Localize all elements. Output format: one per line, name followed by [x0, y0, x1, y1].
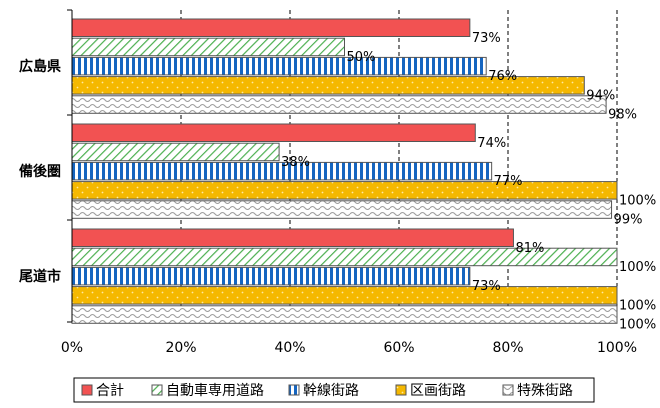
bar [72, 229, 513, 247]
data-label: 100% [619, 193, 656, 208]
x-tick-label: 80% [492, 340, 523, 356]
bar [72, 267, 470, 285]
bar [72, 287, 617, 305]
bar [72, 306, 617, 324]
bar [72, 143, 279, 161]
category-label: 尾道市 [19, 268, 61, 285]
data-label: 76% [488, 69, 517, 84]
x-tick-label: 40% [274, 340, 305, 356]
data-label: 94% [586, 88, 615, 103]
category-label: 広島県 [19, 58, 61, 75]
data-label: 98% [608, 108, 637, 123]
data-label: 38% [281, 155, 310, 170]
legend-label: 自動車専用道路 [166, 382, 264, 399]
data-label: 100% [619, 260, 656, 275]
bar [72, 201, 612, 219]
legend-swatch [82, 385, 92, 395]
data-label: 100% [619, 318, 656, 333]
bar [72, 182, 617, 200]
legend-swatch [289, 385, 299, 395]
data-label: 100% [619, 298, 656, 313]
bar [72, 57, 486, 75]
legend-swatch [396, 385, 406, 395]
x-tick-label: 20% [165, 340, 196, 356]
category-label: 備後圏 [19, 163, 61, 180]
data-label: 81% [515, 241, 544, 256]
legend-swatch [152, 385, 162, 395]
bar [72, 38, 345, 56]
data-label: 73% [472, 279, 501, 294]
data-label: 74% [477, 136, 506, 151]
bar [72, 96, 606, 114]
data-label: 77% [494, 174, 523, 189]
legend-label: 区画街路 [410, 383, 466, 399]
x-tick-label: 0% [61, 340, 83, 356]
legend-swatch [503, 385, 513, 395]
data-label: 50% [347, 50, 376, 65]
data-label: 99% [614, 213, 643, 228]
data-label: 73% [472, 31, 501, 46]
bar [72, 124, 475, 142]
bar [72, 19, 470, 37]
legend-label: 特殊街路 [517, 383, 573, 399]
x-tick-label: 60% [383, 340, 414, 356]
legend-label: 幹線街路 [303, 382, 359, 399]
legend-label: 合計 [96, 383, 124, 399]
x-tick-label: 100% [597, 340, 637, 356]
